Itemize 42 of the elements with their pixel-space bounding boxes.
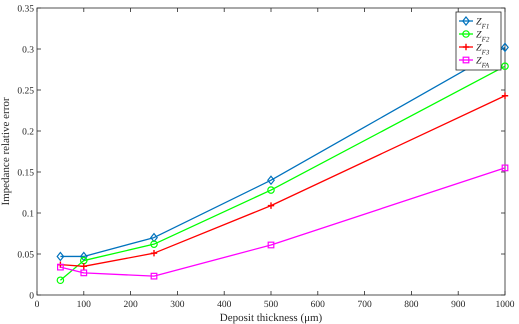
point: [501, 62, 509, 70]
x-tick-label: 1000: [496, 300, 515, 310]
point: [80, 252, 88, 262]
point: [267, 202, 275, 210]
y-tick-label: 0.1: [22, 209, 34, 220]
y-tick-label: 0.3: [22, 45, 34, 56]
point: [80, 262, 88, 270]
y-tick-label: 0: [29, 291, 34, 302]
x-tick-label: 400: [217, 300, 232, 310]
point: [150, 249, 158, 258]
point: [80, 269, 88, 276]
x-tick-label: 100: [76, 300, 92, 310]
point: [57, 264, 64, 271]
x-tick-label: 800: [404, 300, 419, 310]
point: [56, 252, 64, 262]
legend-label: Z$_{F1}$: [476, 16, 490, 30]
point: [502, 164, 508, 172]
point: [80, 256, 88, 264]
legend-label: Z$_{F2}$: [476, 30, 490, 44]
point: [150, 233, 158, 242]
point: [150, 240, 158, 248]
point: [267, 176, 275, 185]
y-tick-label: 0.2: [22, 127, 34, 138]
y-tick-label: 0.25: [17, 86, 34, 96]
point: [56, 276, 64, 284]
x-axis-title: Deposit thickness (μm): [220, 312, 323, 324]
y-tick-label: 0.05: [17, 250, 34, 260]
point: [267, 186, 275, 194]
x-tick-label: 500: [264, 300, 278, 310]
y-axis-title: Impedance relative error: [0, 97, 12, 206]
point: [268, 242, 274, 248]
y-tick-label: 0.35: [17, 4, 34, 14]
x-tick-label: 300: [170, 300, 185, 310]
legend-label: Z$_{F3}$: [476, 42, 490, 56]
legend-label: Z$_{FA}$: [476, 56, 490, 70]
point: [501, 42, 509, 52]
x-tick-label: 200: [123, 300, 138, 310]
x-tick-label: 700: [357, 300, 372, 310]
x-tick-label: 600: [310, 300, 326, 310]
y-tick-label: 0.15: [17, 168, 34, 178]
point: [150, 272, 158, 280]
x-tick-label: 900: [451, 300, 466, 310]
